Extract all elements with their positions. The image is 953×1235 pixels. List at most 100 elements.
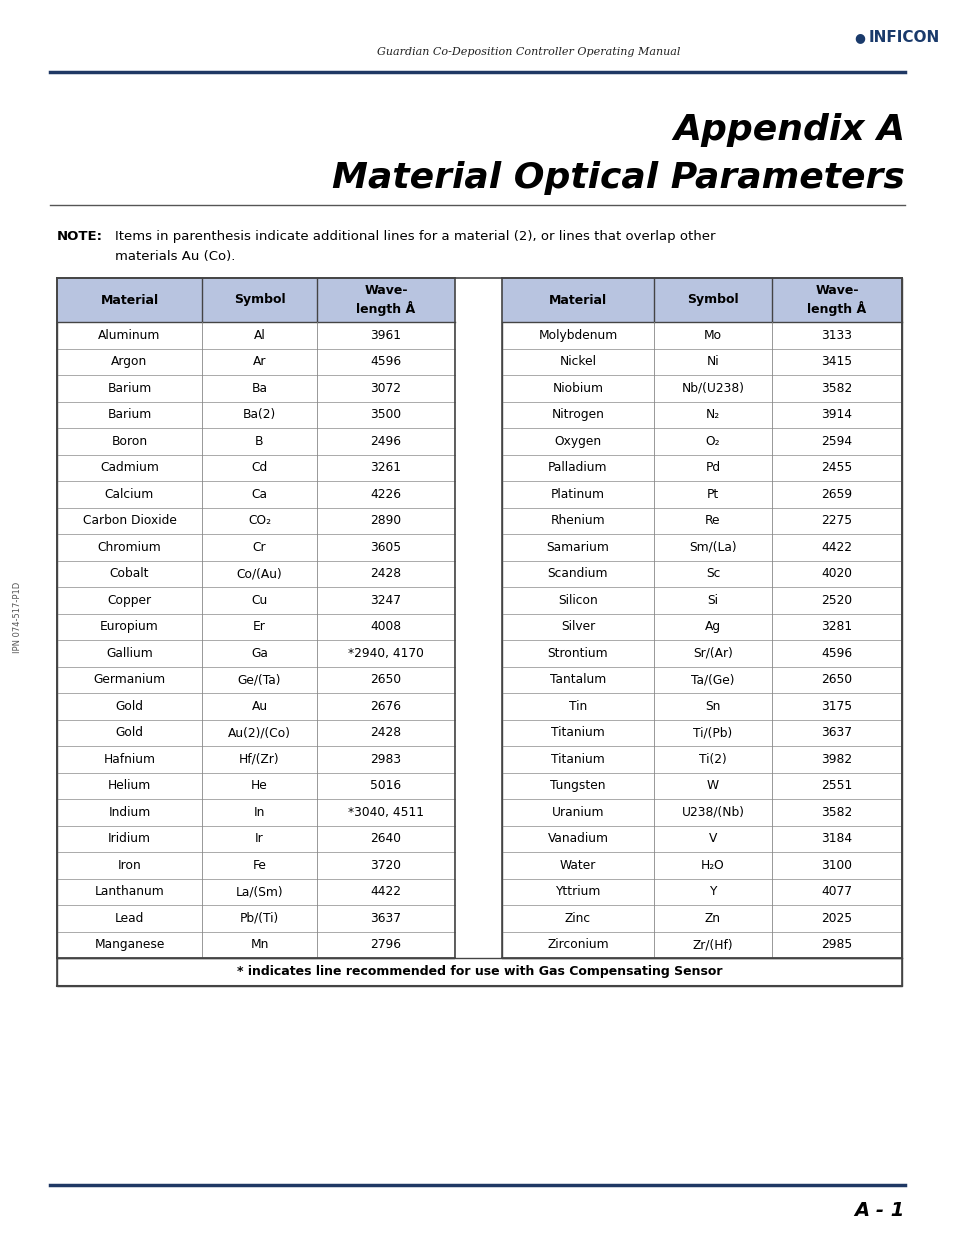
Text: Indium: Indium — [109, 805, 151, 819]
Text: 3500: 3500 — [370, 409, 401, 421]
Text: Iridium: Iridium — [108, 832, 151, 845]
Text: Cobalt: Cobalt — [110, 567, 149, 580]
Text: 2676: 2676 — [370, 700, 401, 713]
Text: Si: Si — [707, 594, 718, 606]
Text: 3133: 3133 — [821, 329, 852, 342]
Text: Aluminum: Aluminum — [98, 329, 160, 342]
Text: Material: Material — [548, 294, 606, 306]
Text: 3582: 3582 — [821, 805, 852, 819]
Text: 2551: 2551 — [821, 779, 852, 792]
Text: Barium: Barium — [108, 409, 152, 421]
Text: W: W — [706, 779, 719, 792]
Text: Sn: Sn — [704, 700, 720, 713]
Text: Vanadium: Vanadium — [547, 832, 608, 845]
Text: Tin: Tin — [568, 700, 586, 713]
Text: Carbon Dioxide: Carbon Dioxide — [83, 514, 176, 527]
Text: 4596: 4596 — [370, 356, 401, 368]
Text: Pb/(Ti): Pb/(Ti) — [239, 911, 279, 925]
Text: Sc: Sc — [705, 567, 720, 580]
Text: * indicates line recommended for use with Gas Compensating Sensor: * indicates line recommended for use wit… — [236, 966, 721, 978]
Text: 3637: 3637 — [370, 911, 401, 925]
Text: Zn: Zn — [704, 911, 720, 925]
Text: Lead: Lead — [114, 911, 144, 925]
Text: Ti/(Pb): Ti/(Pb) — [693, 726, 732, 740]
Text: 4008: 4008 — [370, 620, 401, 634]
Text: Samarium: Samarium — [546, 541, 609, 553]
Text: Ba(2): Ba(2) — [243, 409, 275, 421]
Text: Hafnium: Hafnium — [103, 753, 155, 766]
Text: Cu: Cu — [251, 594, 268, 606]
Text: Manganese: Manganese — [94, 939, 165, 951]
Text: Tantalum: Tantalum — [549, 673, 605, 687]
Text: 3914: 3914 — [821, 409, 852, 421]
Text: Chromium: Chromium — [97, 541, 161, 553]
Text: 3637: 3637 — [821, 726, 852, 740]
Text: Copper: Copper — [108, 594, 152, 606]
Text: *3040, 4511: *3040, 4511 — [348, 805, 423, 819]
Text: Water: Water — [559, 858, 596, 872]
Text: Rhenium: Rhenium — [550, 514, 604, 527]
Text: 4077: 4077 — [821, 885, 852, 898]
Text: Items in parenthesis indicate additional lines for a material (2), or lines that: Items in parenthesis indicate additional… — [115, 230, 715, 243]
Text: 3961: 3961 — [370, 329, 401, 342]
Text: 4596: 4596 — [821, 647, 852, 659]
Text: 2455: 2455 — [821, 461, 852, 474]
Text: 3175: 3175 — [821, 700, 852, 713]
Text: A - 1: A - 1 — [854, 1200, 904, 1219]
Text: Hf/(Zr): Hf/(Zr) — [239, 753, 279, 766]
Bar — [57, 958, 901, 986]
Text: Au(2)/(Co): Au(2)/(Co) — [228, 726, 291, 740]
Text: Co/(Au): Co/(Au) — [236, 567, 282, 580]
Text: Germanium: Germanium — [93, 673, 166, 687]
Text: Wave-
length Å: Wave- length Å — [806, 284, 865, 316]
Text: Ni: Ni — [706, 356, 719, 368]
Text: 2025: 2025 — [821, 911, 852, 925]
Text: *2940, 4170: *2940, 4170 — [348, 647, 423, 659]
Text: 2275: 2275 — [821, 514, 852, 527]
Text: Ar: Ar — [253, 356, 266, 368]
Text: Symbol: Symbol — [233, 294, 285, 306]
Text: Nickel: Nickel — [558, 356, 596, 368]
Text: Helium: Helium — [108, 779, 151, 792]
Text: Al: Al — [253, 329, 265, 342]
Text: Silver: Silver — [560, 620, 595, 634]
Text: Pt: Pt — [706, 488, 719, 500]
Text: 3281: 3281 — [821, 620, 852, 634]
Text: In: In — [253, 805, 265, 819]
Text: CO₂: CO₂ — [248, 514, 271, 527]
Bar — [57, 278, 455, 322]
Text: Guardian Co-Deposition Controller Operating Manual: Guardian Co-Deposition Controller Operat… — [376, 47, 679, 57]
Text: N₂: N₂ — [705, 409, 720, 421]
Text: Ge/(Ta): Ge/(Ta) — [237, 673, 281, 687]
Text: materials Au (Co).: materials Au (Co). — [115, 249, 235, 263]
Text: 3100: 3100 — [821, 858, 852, 872]
Text: Wave-
length Å: Wave- length Å — [356, 284, 416, 316]
Text: 5016: 5016 — [370, 779, 401, 792]
Text: Lanthanum: Lanthanum — [94, 885, 164, 898]
Text: Cr: Cr — [253, 541, 266, 553]
Text: 3247: 3247 — [370, 594, 401, 606]
Text: 4422: 4422 — [370, 885, 401, 898]
Text: Argon: Argon — [112, 356, 148, 368]
Text: 3261: 3261 — [370, 461, 401, 474]
Text: Nb/(U238): Nb/(U238) — [680, 382, 743, 395]
Text: 2428: 2428 — [370, 567, 401, 580]
Text: Yttrium: Yttrium — [555, 885, 600, 898]
Text: Gold: Gold — [115, 726, 143, 740]
Text: Pd: Pd — [704, 461, 720, 474]
Text: Sr/(Ar): Sr/(Ar) — [692, 647, 732, 659]
Text: Scandium: Scandium — [547, 567, 608, 580]
Text: INFICON: INFICON — [868, 31, 939, 46]
Text: Nitrogen: Nitrogen — [551, 409, 604, 421]
Text: Ir: Ir — [254, 832, 264, 845]
Text: Ga: Ga — [251, 647, 268, 659]
Text: Boron: Boron — [112, 435, 148, 448]
Text: 2428: 2428 — [370, 726, 401, 740]
Text: Zinc: Zinc — [564, 911, 591, 925]
Text: Calcium: Calcium — [105, 488, 154, 500]
Text: Uranium: Uranium — [551, 805, 603, 819]
Text: 3184: 3184 — [821, 832, 852, 845]
Text: Tungsten: Tungsten — [550, 779, 605, 792]
Text: Mn: Mn — [250, 939, 269, 951]
Text: Titanium: Titanium — [551, 726, 604, 740]
